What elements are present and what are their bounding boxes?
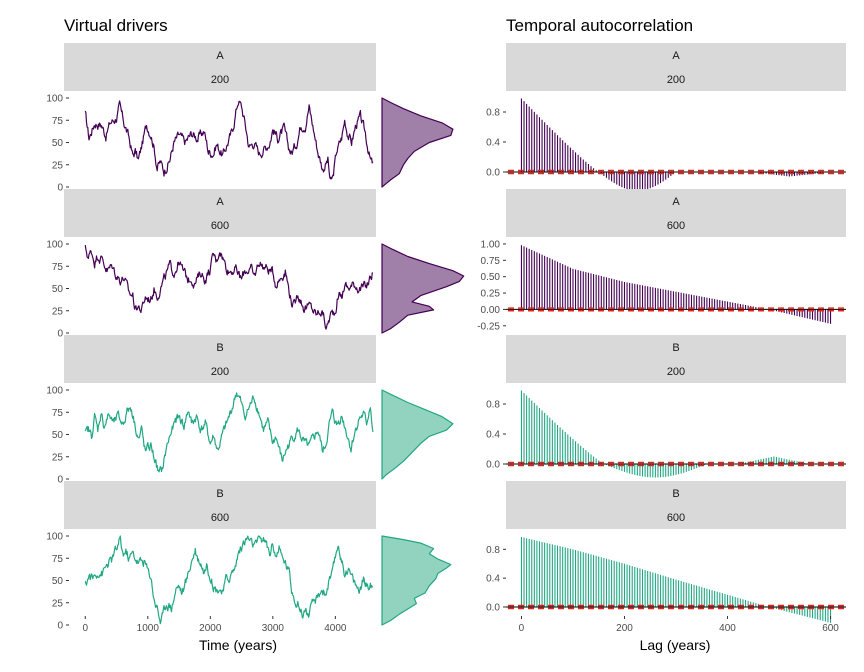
left-x-tick-label: 1000 (137, 623, 160, 634)
left-y-tick-label: 100 (46, 532, 63, 543)
right-x-tick-label: 600 (822, 623, 839, 634)
left-x-tick-label: 2000 (199, 623, 222, 634)
acf-y-tick-label: 0.25 (481, 289, 501, 300)
right-strip-length-label: 200 (667, 74, 685, 86)
acf-y-tick-label: 0.0 (486, 168, 500, 179)
left-y-tick-label: 100 (46, 386, 63, 397)
left-strip-1 (64, 43, 376, 91)
left-y-tick-label: 50 (52, 284, 64, 295)
left-strip-driver-label: B (216, 488, 223, 500)
acf-y-tick-label: 1.00 (481, 239, 501, 250)
acf-stems (520, 537, 832, 623)
left-y-tick-label: 75 (52, 408, 64, 419)
time-series-line (84, 392, 374, 473)
right-x-tick-label: 0 (519, 623, 525, 634)
left-y-tick-label: 0 (57, 475, 63, 486)
right-strip-1 (506, 43, 846, 91)
time-series-line (84, 245, 374, 330)
left-strip-driver-label: A (216, 196, 224, 208)
right-strip-length-label: 600 (667, 512, 685, 524)
left-x-tick-label: 4000 (324, 623, 347, 634)
left-strip-2 (64, 189, 376, 237)
right-x-axis-title: Lag (years) (640, 637, 711, 653)
right-strip-driver-label: A (672, 50, 680, 62)
left-y-tick-label: 75 (52, 262, 64, 273)
left-y-tick-label: 75 (52, 116, 64, 127)
right-x-tick-label: 400 (719, 623, 736, 634)
acf-stems (520, 98, 829, 191)
left-strip-length-label: 600 (211, 512, 229, 524)
density-area (381, 535, 452, 626)
acf-y-tick-label: 0.8 (486, 545, 500, 556)
panel-A-200: A 200 A 200 0 25 50 75 100 0.0 0.4 0.8 (46, 43, 846, 194)
left-strip-driver-label: B (216, 342, 223, 354)
acf-y-tick-label: 0.8 (486, 108, 500, 119)
left-y-tick-label: 25 (52, 306, 64, 317)
acf-y-tick-label: 0.00 (481, 305, 501, 316)
right-strip-3 (506, 335, 846, 383)
acf-y-tick-label: 0.8 (486, 400, 500, 411)
left-y-tick-label: 25 (52, 598, 64, 609)
left-strip-3 (64, 335, 376, 383)
right-x-tick-label: 200 (616, 623, 633, 634)
acf-y-tick-label: 0.4 (486, 574, 500, 585)
right-strip-driver-label: B (672, 488, 679, 500)
acf-y-tick-label: 0.4 (486, 138, 500, 149)
left-strip-length-label: 200 (211, 74, 229, 86)
time-series-line (84, 100, 374, 180)
left-y-tick-label: 100 (46, 94, 63, 105)
left-y-tick-label: 25 (52, 160, 64, 171)
density-area (381, 243, 465, 334)
left-x-tick-label: 3000 (262, 623, 285, 634)
left-y-tick-label: 25 (52, 452, 64, 463)
acf-y-tick-label: 0.50 (481, 272, 501, 283)
panels: A200A20002550751000.00.40.8A600A60002550… (46, 43, 846, 632)
left-x-axis: 0 1000 2000 3000 4000 (82, 616, 347, 634)
panel-A-600: A 600 A 600 0 25 50 75 100 -0.25 0.00 0.25 0.50 0.75 1… (46, 189, 846, 340)
acf-y-tick-label: 0.4 (486, 430, 500, 441)
density-area (381, 389, 454, 480)
acf-stems (520, 245, 832, 324)
left-x-tick-label: 0 (82, 623, 88, 634)
right-strip-2 (506, 189, 846, 237)
left-strip-length-label: 200 (211, 366, 229, 378)
acf-y-tick-label: 0.0 (486, 460, 500, 471)
right-title: Temporal autocorrelation (506, 16, 693, 35)
left-strip-driver-label: A (216, 50, 224, 62)
left-y-tick-label: 50 (52, 430, 64, 441)
density-area (381, 97, 454, 188)
left-y-tick-label: 0 (57, 329, 63, 340)
panel-B-200: B 200 B 200 0 25 50 75 100 0.0 0.4 0.8 (46, 335, 846, 486)
acf-y-tick-label: 0.75 (481, 256, 501, 267)
time-series-line (84, 535, 374, 625)
left-y-tick-label: 0 (57, 621, 63, 632)
left-title: Virtual drivers (64, 16, 168, 35)
left-y-tick-label: 75 (52, 554, 64, 565)
panel-B-600: B 600 B 600 0 25 50 75 100 0.0 0.4 0.8 (46, 481, 846, 632)
left-x-axis-title: Time (years) (199, 637, 277, 653)
acf-y-tick-label: 0.0 (486, 602, 500, 613)
acf-y-tick-label: -0.25 (477, 321, 500, 332)
left-y-tick-label: 50 (52, 138, 64, 149)
right-strip-driver-label: A (672, 196, 680, 208)
right-strip-driver-label: B (672, 342, 679, 354)
left-y-tick-label: 0 (57, 183, 63, 194)
right-x-axis: 0 200 400 600 (519, 616, 839, 634)
left-y-tick-label: 50 (52, 576, 64, 587)
right-strip-length-label: 600 (667, 220, 685, 232)
left-y-tick-label: 100 (46, 240, 63, 251)
left-strip-length-label: 600 (211, 220, 229, 232)
right-strip-length-label: 200 (667, 366, 685, 378)
acf-stems (520, 390, 808, 478)
left-strip-4 (64, 481, 376, 529)
right-strip-4 (506, 481, 846, 529)
